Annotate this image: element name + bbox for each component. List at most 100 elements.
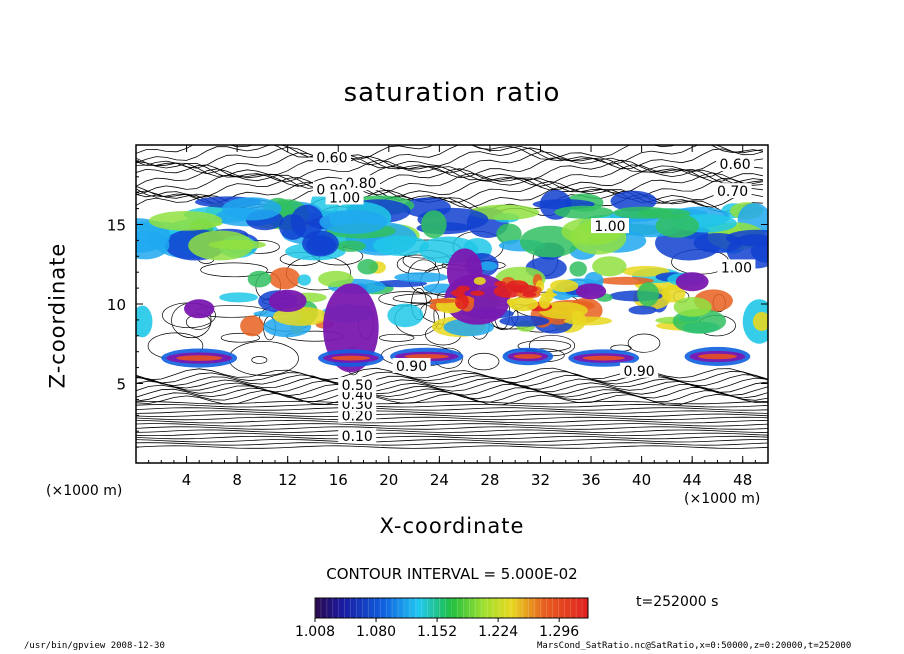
contour-line (136, 367, 768, 381)
x-tick-label: 44 (683, 471, 702, 489)
saturation-patch (693, 232, 743, 254)
contour-label: 0.50 (342, 378, 373, 394)
saturation-patch (404, 354, 449, 359)
contour-line (136, 407, 768, 411)
x-tick-label: 16 (329, 471, 348, 489)
contour-line (468, 352, 500, 371)
contour-label: 1.00 (721, 260, 752, 276)
contour-label-bg (713, 183, 752, 199)
saturation-patch (446, 248, 483, 297)
saturation-patch (637, 282, 660, 307)
contour-label: 0.60 (316, 151, 347, 167)
saturation-patch (222, 197, 282, 221)
saturation-patch (335, 240, 366, 252)
colorbar-tick-label: 1.296 (539, 624, 579, 640)
colorbar-tick-label: 1.080 (356, 624, 396, 640)
contour-line (228, 341, 299, 376)
contour-line (136, 168, 763, 191)
contour-line (136, 172, 763, 196)
saturation-patch (208, 239, 266, 250)
colorbar-tick-label: 1.008 (295, 624, 335, 640)
saturation-patch (184, 299, 215, 319)
x-tick-label: 36 (581, 471, 600, 489)
x-tick-label: 24 (430, 471, 449, 489)
saturation-patch (290, 204, 324, 239)
saturation-patch (318, 270, 354, 288)
saturation-patch (268, 289, 307, 312)
contour-label: 0.90 (396, 359, 427, 375)
saturation-patch (451, 289, 465, 297)
saturation-patch (496, 223, 522, 245)
x-tick-label: 20 (379, 471, 398, 489)
saturation-patch (302, 230, 339, 257)
contour-line (136, 400, 768, 405)
contour-line (136, 429, 768, 433)
saturation-patch (247, 270, 272, 288)
contour-label-bg (591, 218, 629, 234)
z-unit-label: (×1000 m) (684, 491, 761, 507)
plot-area: 0.100.200.300.400.500.600.800.901.000.60… (136, 145, 768, 449)
saturation-patch (469, 204, 540, 220)
saturation-patch (499, 315, 550, 327)
saturation-patch (508, 296, 539, 312)
saturation-patch (610, 190, 657, 212)
contour-line (136, 374, 768, 387)
saturation-patch (387, 303, 424, 328)
contour-line (251, 356, 268, 364)
contour-line (136, 413, 768, 418)
contour-label-bg (338, 377, 377, 393)
saturation-patch (240, 315, 265, 337)
saturation-patch (513, 354, 542, 359)
saturation-patch (429, 298, 458, 304)
x-tick-label: 12 (278, 471, 297, 489)
saturation-patch (514, 284, 538, 294)
contour-label-bg (716, 156, 755, 172)
saturation-patch (473, 277, 486, 285)
contour-label: 0.70 (717, 184, 748, 200)
footer-right: MarsCond_SatRatio.nc@SatRatio,x=0:50000,… (537, 641, 852, 651)
contour-line (136, 371, 768, 384)
contour-line (136, 419, 768, 424)
saturation-patch (331, 355, 371, 361)
contour-line (136, 435, 768, 440)
contour-line (136, 383, 768, 397)
contour-label-bg (392, 358, 431, 374)
saturation-patch (592, 256, 627, 277)
saturation-patch (372, 235, 429, 256)
contour-line (136, 426, 768, 430)
saturation-patch (697, 353, 737, 360)
x-axis-label: X-coordinate (379, 514, 525, 538)
saturation-patch (675, 272, 709, 292)
saturation-patch (319, 210, 388, 235)
saturation-patch (454, 294, 469, 310)
contour-label: 0.60 (720, 157, 751, 173)
contour-label: 1.00 (594, 219, 625, 235)
saturation-patch (621, 265, 670, 277)
saturation-patch (269, 267, 301, 290)
saturation-patch (661, 284, 686, 303)
contour-line (136, 404, 768, 408)
saturation-patch (394, 272, 449, 283)
contour-line (200, 262, 268, 278)
x-tick-label: 32 (531, 471, 550, 489)
contour-label-bg (325, 189, 364, 205)
contour-line (220, 332, 260, 343)
contour-label: 1.00 (329, 190, 360, 206)
x-tick-label: 40 (632, 471, 651, 489)
contour-line (136, 151, 763, 175)
saturation-color-field (136, 189, 768, 373)
colorbar-tick-label: 1.152 (417, 624, 457, 640)
contour-line (136, 442, 768, 446)
saturation-patch (219, 292, 259, 303)
contour-label: 0.10 (342, 429, 373, 445)
contour-line (136, 445, 768, 449)
y-axis-ticks: 5 10 15 (107, 160, 768, 448)
saturation-patch (176, 355, 223, 361)
saturation-patch (575, 283, 607, 300)
saturation-patch (554, 205, 614, 219)
contour-label-bg (717, 259, 756, 275)
contour-line (627, 333, 661, 353)
contour-label-bg (620, 362, 659, 378)
saturation-patch (323, 283, 379, 373)
saturation-patch (470, 290, 485, 296)
